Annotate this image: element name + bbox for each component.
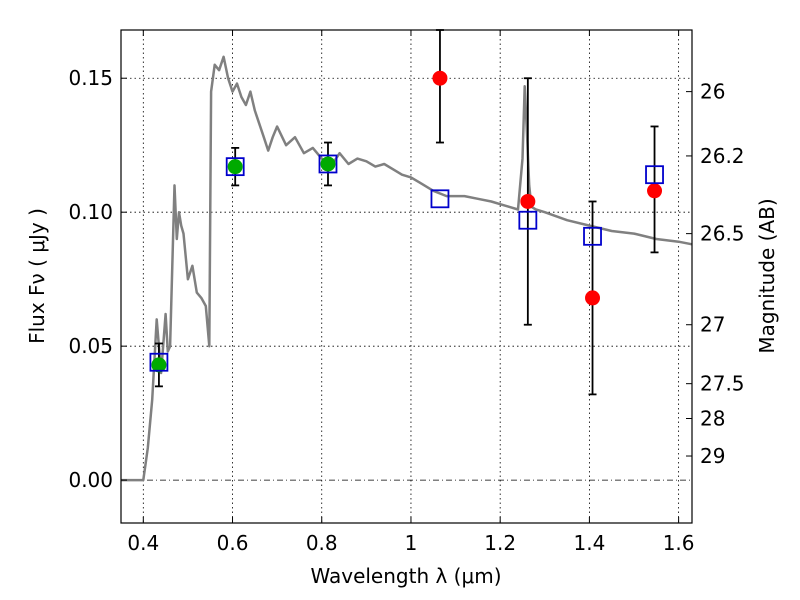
y-tick-label: 0.00 bbox=[68, 468, 113, 492]
green-data-point bbox=[227, 159, 243, 175]
grid-lines bbox=[121, 30, 692, 523]
x-tick-label: 1.4 bbox=[573, 531, 605, 555]
model-photometry-square bbox=[430, 189, 450, 209]
red-data-point bbox=[585, 290, 601, 306]
red-data-point bbox=[520, 193, 536, 209]
x-axis-label: Wavelength λ (μm) bbox=[310, 564, 501, 588]
model-photometry-square bbox=[318, 154, 338, 174]
model-photometry-squares bbox=[149, 154, 664, 372]
x-tick-label: 0.4 bbox=[127, 531, 159, 555]
x-tick-label: 1.6 bbox=[663, 531, 695, 555]
magnitude-axis-label: Magnitude (AB) bbox=[755, 198, 779, 353]
red-data-point bbox=[432, 70, 448, 86]
magnitude-tick-label: 28 bbox=[700, 407, 725, 431]
x-axis: 0.4 0.6 0.8 1 1.2 1.4 1.6 bbox=[127, 30, 695, 555]
plot-frame bbox=[120, 29, 693, 524]
y-tick-label: 0.10 bbox=[68, 200, 113, 224]
magnitude-tick-label: 26.5 bbox=[700, 222, 745, 246]
x-tick-label: 1.2 bbox=[484, 531, 516, 555]
model-spectrum-line bbox=[121, 55, 693, 482]
x-tick-label: 0.8 bbox=[306, 531, 338, 555]
model-photometry-square bbox=[149, 352, 169, 372]
x-tick-label: 1 bbox=[405, 531, 418, 555]
red-data-point bbox=[647, 183, 663, 199]
photometry-points bbox=[151, 70, 663, 373]
magnitude-tick-label: 27 bbox=[700, 313, 725, 337]
model-photometry-square bbox=[583, 226, 602, 246]
y-axis: 0.00 0.05 0.10 0.15 bbox=[68, 66, 127, 492]
y-tick-label: 0.15 bbox=[68, 66, 113, 90]
magnitude-tick-label: 26.2 bbox=[700, 144, 745, 168]
y-axis-label: Flux Fν ( μJy ) bbox=[25, 208, 49, 344]
green-data-point bbox=[320, 156, 336, 172]
magnitude-axis: 26 26.2 26.5 27 27.5 28 29 bbox=[686, 80, 745, 468]
model-photometry-square bbox=[225, 157, 245, 177]
model-photometry-square bbox=[645, 165, 664, 185]
magnitude-tick-label: 27.5 bbox=[700, 372, 745, 396]
x-tick-label: 0.6 bbox=[217, 531, 249, 555]
model-photometry-square bbox=[518, 210, 538, 230]
magnitude-tick-label: 29 bbox=[700, 444, 725, 468]
model-spectrum-series bbox=[121, 55, 693, 482]
green-data-point bbox=[151, 357, 167, 373]
y-tick-label: 0.05 bbox=[68, 334, 113, 358]
magnitude-tick-label: 26 bbox=[700, 80, 725, 104]
